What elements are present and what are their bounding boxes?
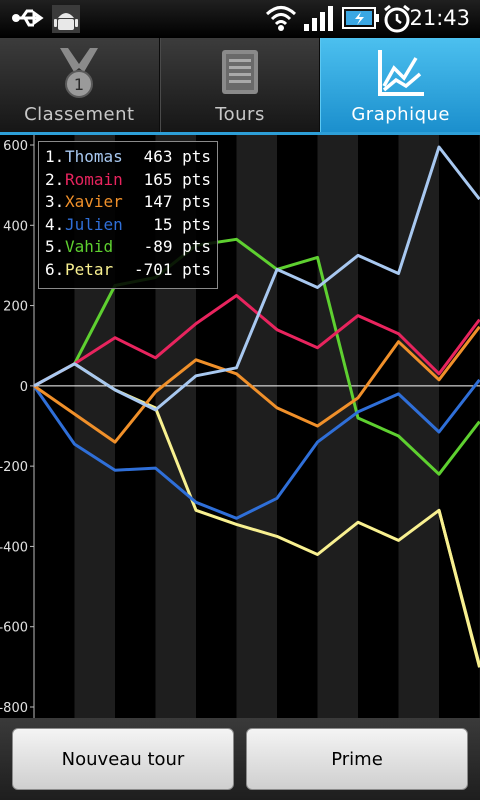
y-tick-label: 400 (3, 219, 28, 234)
y-tick-label: -200 (0, 460, 28, 475)
y-tick-label: -800 (0, 701, 28, 716)
tab-bar: 1 Classement Tours Graphique (0, 38, 480, 135)
legend-entry: 4. Julien 15 pts (45, 214, 213, 236)
legend-entry: 1. Thomas 463 pts (45, 146, 213, 168)
tab-tours[interactable]: Tours (159, 38, 321, 132)
usb-icon (12, 9, 44, 27)
list-icon (222, 50, 258, 94)
clock: 21:43 (409, 6, 470, 30)
y-tick-label: 200 (3, 300, 28, 315)
legend-rank: 4. (45, 214, 65, 234)
tab-label: Graphique (351, 104, 450, 125)
chart-icon (377, 50, 424, 96)
legend-player-name: Julien (65, 214, 123, 234)
signal-icon (304, 6, 333, 31)
series-line-xavier (33, 325, 480, 444)
wifi-icon (265, 6, 297, 31)
legend-score: 463 pts (143, 147, 211, 166)
legend-rank: 2. (45, 169, 65, 189)
series-line-romain (33, 294, 480, 388)
legend-rank: 3. (45, 192, 65, 211)
tab-classement[interactable]: 1 Classement (0, 38, 160, 132)
column-band (236, 135, 277, 718)
legend-score: 15 pts (153, 214, 211, 234)
legend-player-name: Romain (65, 169, 123, 189)
android-debug-icon (52, 5, 80, 33)
series-line-vahid (33, 237, 480, 476)
legend-player-name: Petar (65, 259, 114, 279)
legend-entry: 5. Vahid -89 pts (45, 236, 213, 258)
legend-entry: 2. Romain 165 pts (45, 169, 213, 191)
medal-icon: 1 (60, 48, 99, 98)
battery-charging-icon (342, 7, 379, 29)
legend-score: -701 pts (133, 259, 211, 279)
legend-player-name: Vahid (65, 237, 114, 256)
legend-entry: 6. Petar -701 pts (45, 259, 213, 281)
status-bar: 21:43 (0, 0, 480, 38)
legend-score: -89 pts (143, 237, 211, 256)
tab-graphique[interactable]: Graphique (320, 38, 480, 132)
bottom-bar: Nouveau tour Prime (0, 718, 480, 800)
svg-text:1: 1 (74, 75, 84, 94)
tab-label: Tours (215, 104, 265, 125)
legend-player-name: Xavier (65, 192, 123, 211)
new-round-button[interactable]: Nouveau tour (12, 728, 234, 790)
tab-label: Classement (24, 104, 135, 125)
series-line-petar-tail (437, 509, 480, 668)
legend-rank: 1. (45, 147, 65, 166)
y-tick-label: -400 (0, 540, 28, 555)
prime-button[interactable]: Prime (246, 728, 468, 790)
y-tick-label: -600 (0, 621, 28, 636)
series-line-julien (32, 378, 480, 520)
score-chart: 600 400 200 0 -200 -400 -600 -800 1. Thomas 463 p… (0, 135, 480, 718)
legend-score: 147 pts (143, 192, 211, 211)
alarm-icon (384, 4, 410, 33)
legend-rank: 6. (45, 259, 65, 279)
chart-legend: 1. Thomas 463 pts 2. Romain 165 pts 3. Xavier 14… (38, 141, 218, 289)
y-tick-label: 0 (20, 380, 28, 395)
series-line-thomas (33, 145, 480, 412)
y-tick-label: 600 (3, 139, 28, 154)
legend-player-name: Thomas (65, 147, 123, 166)
legend-entry: 3. Xavier 147 pts (45, 191, 213, 213)
legend-rank: 5. (45, 237, 65, 256)
legend-score: 165 pts (143, 169, 211, 189)
